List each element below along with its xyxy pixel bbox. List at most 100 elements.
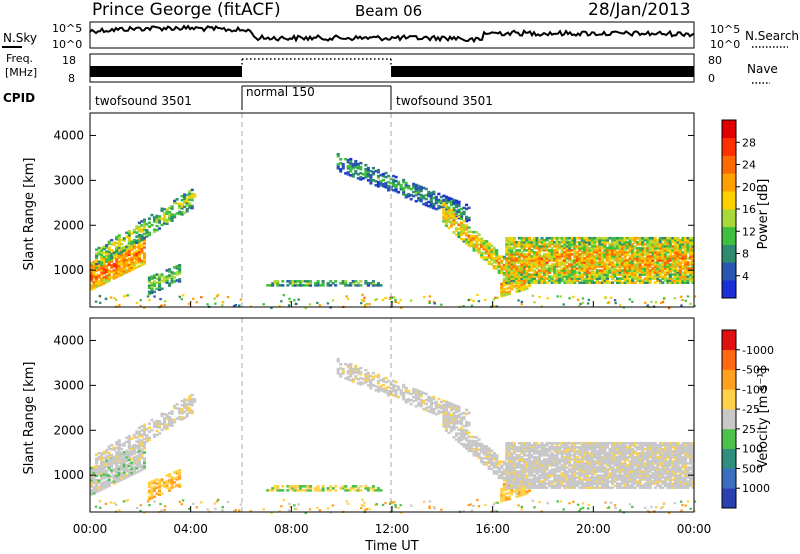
velocity-cell bbox=[127, 468, 131, 472]
power-cell bbox=[334, 280, 338, 283]
velocity-cell bbox=[449, 402, 453, 406]
power-cell bbox=[636, 259, 640, 262]
power-cell bbox=[558, 245, 562, 248]
power-cell bbox=[449, 210, 453, 214]
power-cell bbox=[530, 281, 534, 284]
power-cell bbox=[654, 301, 658, 304]
velocity-cell bbox=[336, 372, 340, 375]
velocity-cell bbox=[517, 476, 521, 479]
power-cell bbox=[575, 253, 579, 256]
power-cell bbox=[560, 277, 564, 280]
power-cell bbox=[598, 263, 602, 266]
velocity-cell bbox=[555, 468, 559, 471]
power-cell bbox=[683, 255, 688, 258]
freq-panel: Freq. [MHz] 18 8 80 0 Nave bbox=[5, 52, 778, 85]
velocity-cell bbox=[434, 400, 438, 404]
power-cell bbox=[130, 242, 134, 246]
velocity-cell bbox=[105, 461, 109, 465]
velocity-cell bbox=[417, 395, 421, 399]
velocity-cell bbox=[157, 487, 162, 490]
power-cell bbox=[356, 173, 360, 176]
power-cell bbox=[633, 247, 637, 250]
power-cell bbox=[610, 247, 615, 250]
power-cell bbox=[168, 216, 172, 220]
velocity-cell bbox=[447, 423, 451, 427]
velocity-cell bbox=[178, 485, 182, 488]
velocity-cell bbox=[155, 423, 159, 427]
power-cell bbox=[505, 249, 509, 252]
velocity-cell bbox=[492, 470, 496, 473]
velocity-cell bbox=[125, 436, 129, 440]
power-cell bbox=[600, 259, 604, 262]
velocity-cell bbox=[540, 464, 544, 467]
power-cell bbox=[573, 263, 577, 266]
power-cell bbox=[610, 277, 615, 280]
velocity-cell bbox=[354, 377, 358, 380]
velocity-cell bbox=[595, 441, 599, 445]
velocity-cell bbox=[90, 476, 94, 480]
velocity-cell bbox=[565, 460, 569, 463]
velocity-cell bbox=[595, 450, 599, 453]
power-cell bbox=[349, 161, 353, 165]
power-cell bbox=[480, 243, 484, 247]
velocity-cell bbox=[492, 451, 496, 455]
velocity-cell bbox=[520, 489, 524, 493]
power-cell bbox=[563, 236, 567, 240]
velocity-cell bbox=[527, 452, 532, 455]
velocity-cell bbox=[132, 468, 136, 471]
power-cell bbox=[520, 265, 524, 268]
velocity-cell bbox=[147, 438, 151, 442]
power-cell bbox=[650, 300, 653, 304]
power-cell bbox=[510, 247, 514, 250]
power-cell bbox=[137, 244, 141, 248]
power-cell bbox=[363, 296, 366, 299]
power-cell bbox=[658, 236, 662, 240]
velocity-cell bbox=[593, 460, 597, 463]
power-cell bbox=[160, 217, 164, 221]
power-cell bbox=[550, 255, 554, 258]
power-cell bbox=[178, 264, 182, 267]
power-cell bbox=[590, 257, 594, 260]
power-cell bbox=[558, 273, 562, 276]
velocity-cell bbox=[608, 464, 612, 467]
velocity-cell bbox=[517, 472, 521, 475]
power-cell bbox=[646, 238, 650, 242]
velocity-cell bbox=[517, 462, 521, 465]
power-cell bbox=[615, 281, 620, 284]
power-cell bbox=[608, 263, 612, 266]
velocity-cell bbox=[178, 471, 182, 474]
power-cell bbox=[434, 207, 438, 211]
velocity-cell bbox=[593, 454, 597, 457]
power-cell bbox=[623, 263, 627, 266]
velocity-cell bbox=[449, 425, 453, 429]
power-cell bbox=[459, 227, 464, 231]
power-cell bbox=[618, 236, 622, 240]
power-cell bbox=[135, 231, 139, 234]
power-cell bbox=[366, 170, 370, 174]
power-cell bbox=[505, 261, 509, 264]
power-cell bbox=[656, 238, 660, 242]
velocity-cell bbox=[419, 404, 423, 408]
power-cell bbox=[568, 236, 572, 240]
power-cell bbox=[535, 243, 539, 246]
power-cell bbox=[183, 197, 187, 200]
velocity-cell bbox=[598, 445, 602, 449]
power-cell bbox=[462, 227, 466, 231]
power-cell bbox=[583, 259, 587, 262]
velocity-cell bbox=[520, 472, 524, 475]
power-cell bbox=[127, 234, 131, 237]
power-cell bbox=[127, 236, 131, 239]
power-cell bbox=[100, 273, 104, 276]
velocity-cell bbox=[530, 468, 534, 471]
power-cell bbox=[658, 269, 662, 272]
power-cell bbox=[600, 257, 604, 260]
power-cell bbox=[585, 275, 589, 278]
power-cell bbox=[691, 253, 695, 256]
velocity-cell bbox=[127, 443, 131, 446]
power-cell bbox=[570, 253, 574, 256]
power-cell bbox=[304, 306, 307, 310]
velocity-cell bbox=[543, 468, 547, 471]
velocity-cell bbox=[452, 423, 456, 427]
power-cell bbox=[527, 284, 532, 288]
power-cell bbox=[578, 275, 582, 278]
